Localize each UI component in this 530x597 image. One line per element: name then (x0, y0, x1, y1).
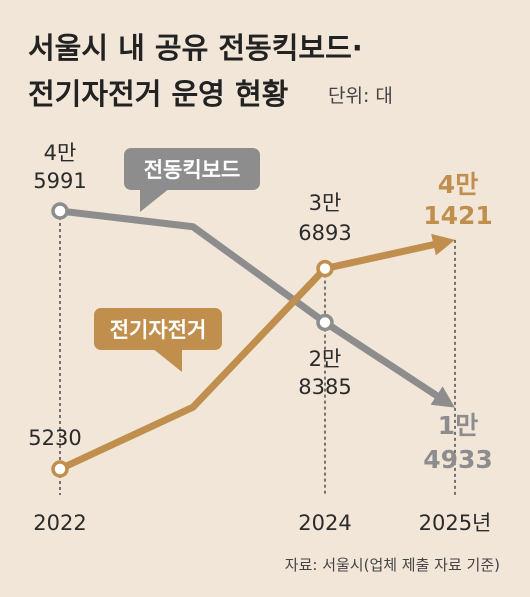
guide-lines (59, 211, 456, 495)
tag-bicycle-tail (152, 348, 182, 372)
data-label-0-2-line1: 2만 (309, 347, 342, 371)
series-arrowhead-1 (431, 233, 455, 256)
x-tick-2: 2025년 (419, 511, 492, 535)
series-0-point-2 (316, 313, 334, 332)
data-label-0-3-line1: 1만 (438, 411, 478, 440)
series-line-1 (56, 239, 445, 473)
data-label-0-0-line1: 4만 (44, 141, 77, 165)
data-label-1-2-line2: 6893 (298, 221, 351, 245)
data-label-0-2-line2: 8385 (298, 375, 351, 399)
series-0-point-0 (51, 202, 69, 220)
data-label-0-3-line2: 4933 (423, 445, 493, 474)
tag-kickboard-box (124, 148, 260, 190)
unit-label: 단위: 대 (328, 85, 393, 107)
series-1-point-2 (316, 259, 334, 278)
x-tick-1: 2024 (298, 511, 351, 535)
tag-bicycle-label: 전기자전거 (110, 318, 207, 342)
source-note: 자료: 서울시(업체 제출 자료 기준) (285, 556, 500, 574)
data-label-1-3-line1: 4만 (438, 170, 478, 199)
tag-kickboard: 전동킥보드 (124, 148, 260, 212)
chart-title-line1: 서울시 내 공유 전동킥보드· (28, 31, 363, 65)
data-label-1-3-line2: 1421 (423, 201, 493, 230)
tag-bicycle-box (94, 308, 222, 350)
series-1-point-0 (51, 460, 69, 478)
data-label-1-0-line2: 5230 (28, 426, 81, 450)
data-label-1-2-line1: 3만 (309, 191, 342, 215)
x-tick-0: 2022 (33, 511, 86, 535)
series-arrowhead-0 (430, 386, 455, 408)
series-line-0 (56, 207, 447, 404)
data-label-0-0-line2: 5991 (33, 169, 86, 193)
series-layer (51, 202, 455, 478)
tag-kickboard-label: 전동킥보드 (144, 158, 241, 182)
x-axis-ticks: 2022 2024 2025년 (33, 511, 491, 535)
chart-title-line2: 전기자전거 운영 현황 (28, 77, 289, 111)
tag-bicycle: 전기자전거 (94, 308, 222, 372)
tag-kickboard-tail (140, 188, 170, 212)
